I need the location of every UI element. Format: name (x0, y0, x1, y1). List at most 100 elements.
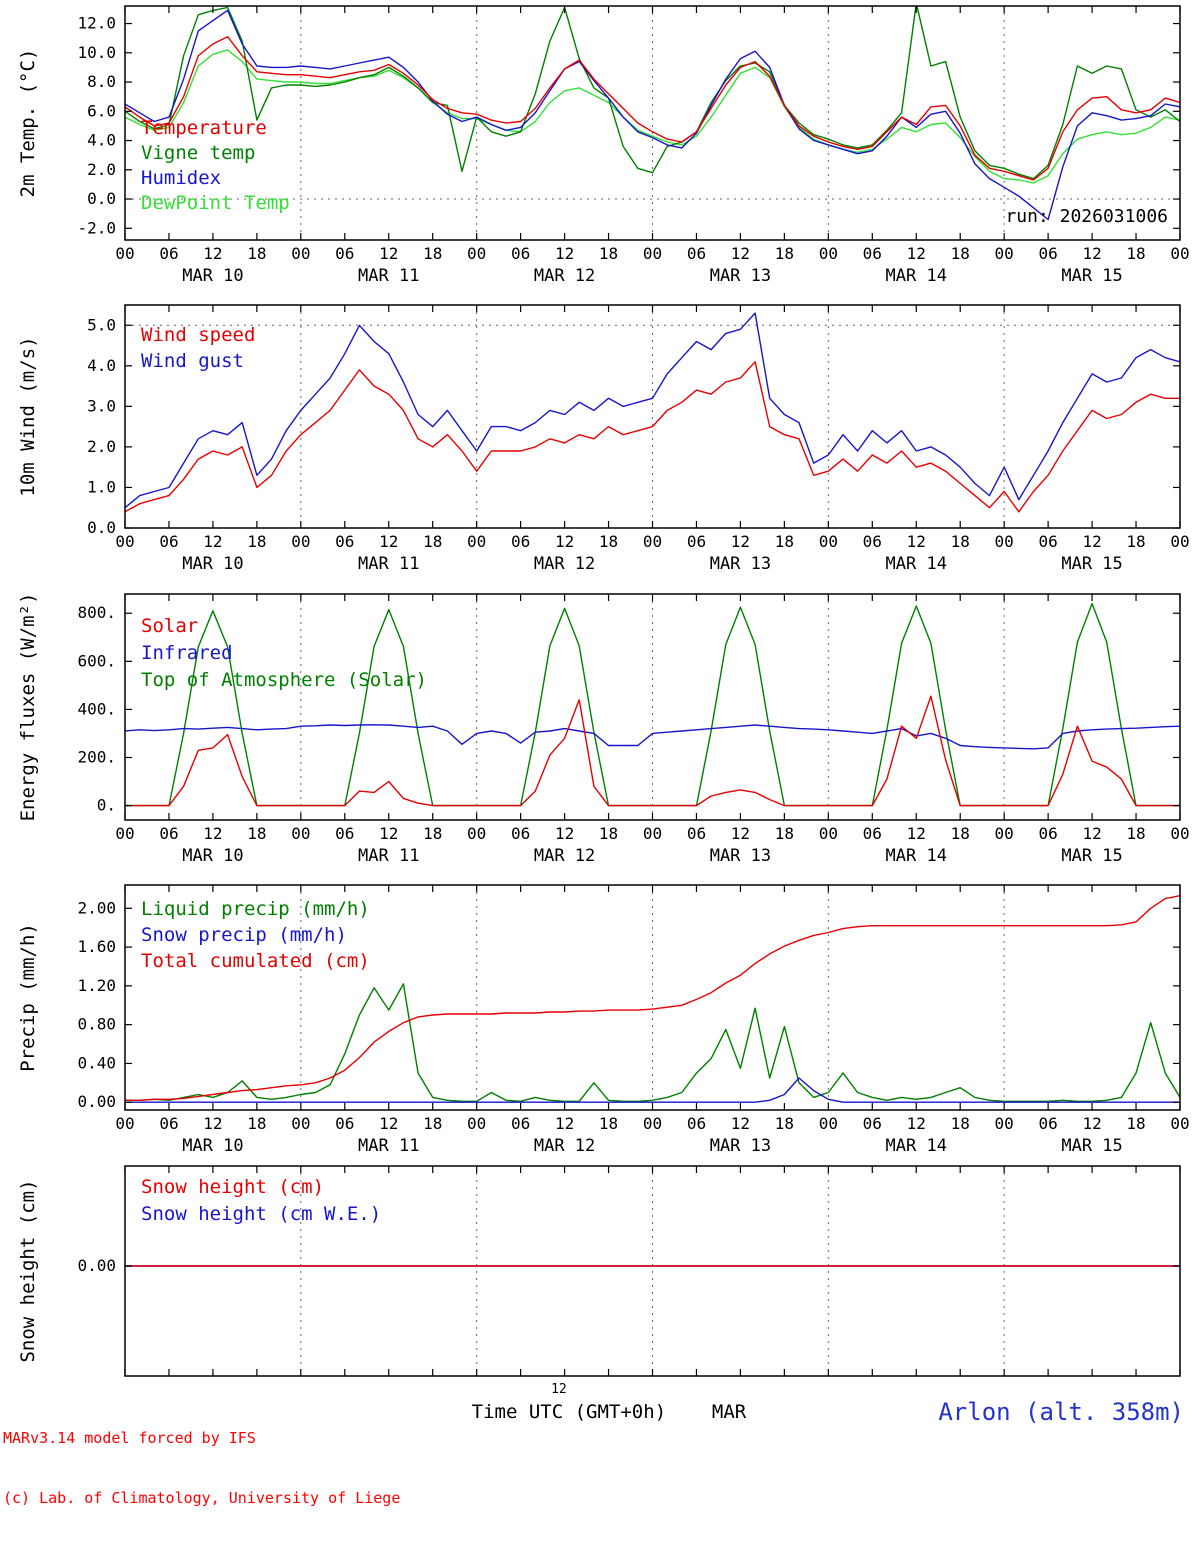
svg-text:18: 18 (599, 1114, 618, 1133)
x-axis-title-text: Time UTC (GMT+0h) MAR (471, 1401, 747, 1423)
svg-text:MAR 13: MAR 13 (710, 266, 771, 286)
svg-text:MAR 10: MAR 10 (182, 266, 243, 286)
svg-text:1.60: 1.60 (77, 937, 116, 956)
svg-text:18: 18 (247, 824, 266, 843)
svg-text:12: 12 (379, 824, 398, 843)
svg-text:06: 06 (159, 824, 178, 843)
svg-text:18: 18 (951, 244, 970, 263)
svg-text:00: 00 (467, 1114, 486, 1133)
svg-text:00: 00 (115, 532, 134, 551)
svg-text:06: 06 (1038, 824, 1057, 843)
credit-line-1: MARv3.14 model forced by IFS (3, 1429, 256, 1447)
svg-text:12: 12 (203, 244, 222, 263)
svg-text:06: 06 (1038, 244, 1057, 263)
svg-text:00: 00 (1170, 824, 1189, 843)
svg-text:12: 12 (907, 1114, 926, 1133)
svg-text:18: 18 (951, 532, 970, 551)
svg-text:8.0: 8.0 (87, 72, 116, 91)
svg-text:18: 18 (423, 1114, 442, 1133)
svg-text:5.0: 5.0 (87, 315, 116, 334)
svg-text:00: 00 (115, 244, 134, 263)
svg-text:12: 12 (731, 532, 750, 551)
svg-text:Snow height (cm): Snow height (cm) (141, 1176, 324, 1198)
svg-text:800.: 800. (77, 603, 116, 622)
svg-text:00: 00 (643, 1114, 662, 1133)
svg-text:12: 12 (731, 244, 750, 263)
svg-text:MAR 12: MAR 12 (534, 266, 595, 286)
svg-text:Energy fluxes (W/m²): Energy fluxes (W/m²) (17, 593, 39, 822)
panel-temp: -2.0 0.0 2.0 4.0 6.0 8.0 10.0 12.0 00 06 12 18 00 06 1… (17, 5, 1190, 286)
svg-text:18: 18 (775, 244, 794, 263)
svg-text:00: 00 (467, 532, 486, 551)
svg-text:00: 00 (467, 824, 486, 843)
svg-text:12: 12 (203, 1114, 222, 1133)
svg-text:MAR 10: MAR 10 (182, 554, 243, 574)
svg-text:Snow precip (mm/h): Snow precip (mm/h) (141, 924, 347, 946)
svg-text:0.80: 0.80 (77, 1015, 116, 1034)
svg-text:4.0: 4.0 (87, 356, 116, 375)
svg-text:00: 00 (115, 824, 134, 843)
svg-text:00: 00 (291, 1114, 310, 1133)
panel-energy: 0. 200. 400. 600. 800. 00 06 12 18 00 06 12 18 00 06 12… (17, 593, 1190, 866)
svg-text:12: 12 (731, 824, 750, 843)
svg-text:Wind gust: Wind gust (141, 350, 244, 372)
svg-text:12.0: 12.0 (77, 14, 116, 33)
svg-text:1.0: 1.0 (87, 477, 116, 496)
svg-text:00: 00 (819, 1114, 838, 1133)
svg-text:10m Wind (m/s): 10m Wind (m/s) (17, 336, 39, 496)
svg-text:0.00: 0.00 (77, 1256, 116, 1275)
svg-text:12: 12 (379, 244, 398, 263)
svg-text:2.0: 2.0 (87, 160, 116, 179)
svg-text:MAR 14: MAR 14 (886, 1136, 947, 1156)
meteogram-page: -2.0 0.0 2.0 4.0 6.0 8.0 10.0 12.0 00 06 12 18 00 06 1… (0, 5, 1194, 1507)
svg-text:MAR 12: MAR 12 (534, 554, 595, 574)
svg-text:06: 06 (511, 532, 530, 551)
footer: MARv3.14 model forced by IFS (c) Lab. of… (0, 1380, 1194, 1507)
svg-text:06: 06 (159, 532, 178, 551)
svg-text:18: 18 (1126, 244, 1145, 263)
svg-text:06: 06 (335, 532, 354, 551)
svg-text:12: 12 (555, 1114, 574, 1133)
station-label: Arlon (alt. 358m) (938, 1398, 1184, 1426)
svg-text:18: 18 (423, 824, 442, 843)
svg-text:06: 06 (335, 244, 354, 263)
svg-text:MAR 12: MAR 12 (534, 846, 595, 866)
svg-text:MAR 11: MAR 11 (358, 266, 419, 286)
svg-text:18: 18 (775, 532, 794, 551)
svg-text:00: 00 (643, 244, 662, 263)
svg-text:MAR 14: MAR 14 (886, 554, 947, 574)
svg-text:MAR 13: MAR 13 (710, 846, 771, 866)
svg-text:0.0: 0.0 (87, 189, 116, 208)
svg-text:Liquid precip (mm/h): Liquid precip (mm/h) (141, 898, 370, 920)
x-axis-title: 12 Time UTC (GMT+0h) MAR (472, 1382, 747, 1423)
svg-text:MAR 13: MAR 13 (710, 1136, 771, 1156)
svg-text:Snow height (cm W.E.): Snow height (cm W.E.) (141, 1203, 381, 1225)
svg-text:00: 00 (291, 244, 310, 263)
svg-text:12: 12 (1082, 244, 1101, 263)
svg-text:18: 18 (1126, 824, 1145, 843)
svg-text:00: 00 (643, 532, 662, 551)
svg-text:00: 00 (819, 532, 838, 551)
svg-text:12: 12 (907, 824, 926, 843)
svg-text:12: 12 (1082, 1114, 1101, 1133)
svg-text:2m Temp. (°C): 2m Temp. (°C) (17, 49, 39, 198)
svg-text:200.: 200. (77, 747, 116, 766)
svg-text:Precip (mm/h): Precip (mm/h) (17, 923, 39, 1072)
svg-text:12: 12 (379, 532, 398, 551)
svg-text:400.: 400. (77, 699, 116, 718)
svg-text:18: 18 (247, 244, 266, 263)
svg-text:MAR 15: MAR 15 (1061, 1136, 1122, 1156)
svg-text:12: 12 (907, 532, 926, 551)
svg-text:MAR 13: MAR 13 (710, 554, 771, 574)
svg-text:06: 06 (1038, 1114, 1057, 1133)
svg-text:18: 18 (599, 244, 618, 263)
svg-text:00: 00 (1170, 1114, 1189, 1133)
svg-text:18: 18 (423, 244, 442, 263)
svg-text:00: 00 (1170, 532, 1189, 551)
svg-text:12: 12 (203, 532, 222, 551)
svg-text:DewPoint Temp: DewPoint Temp (141, 192, 290, 214)
svg-text:06: 06 (863, 824, 882, 843)
model-credits: MARv3.14 model forced by IFS (c) Lab. of… (3, 1388, 400, 1548)
svg-text:0.40: 0.40 (77, 1053, 116, 1072)
svg-text:00: 00 (995, 244, 1014, 263)
